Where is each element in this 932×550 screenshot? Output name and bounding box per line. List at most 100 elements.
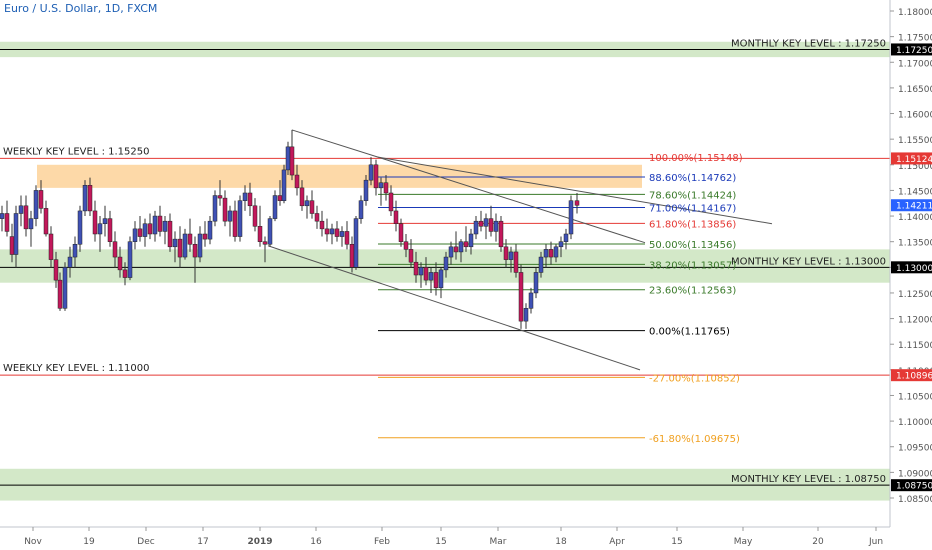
candle-body — [458, 241, 464, 253]
bear-candle — [388, 185, 394, 217]
bear-candle — [157, 205, 163, 237]
candle-body — [152, 215, 158, 235]
bear-candle — [503, 239, 509, 268]
y-tick-label: 1.12500 — [898, 290, 932, 300]
candle-body — [38, 190, 44, 209]
candle-body — [262, 241, 268, 245]
bear-candle — [23, 195, 29, 237]
candle-body — [403, 241, 409, 250]
bull-candle — [538, 251, 544, 278]
x-tick-label: 19 — [83, 537, 95, 547]
supply-zone — [37, 164, 642, 188]
price-tag — [891, 261, 932, 274]
candle-body — [28, 218, 34, 230]
candle-body — [508, 251, 514, 260]
bull-candle — [428, 267, 434, 293]
fib-label: 38.20%(1.13057) — [649, 260, 736, 271]
price-tag-label: 1.13000 — [896, 264, 932, 274]
trendline — [267, 245, 641, 371]
fib-label: 61.80%(1.13856) — [649, 219, 736, 230]
candle-body — [207, 220, 213, 240]
candle-body — [217, 195, 223, 199]
fib-label: 71.00%(1.14167) — [649, 203, 736, 214]
bull-candle — [378, 177, 384, 206]
candle-body — [473, 220, 479, 235]
y-tick-label: 1.14500 — [898, 187, 932, 197]
price-tag — [891, 199, 932, 212]
candle-body — [523, 308, 529, 322]
candle-body — [304, 200, 310, 207]
candle-body — [252, 205, 258, 227]
bear-candle — [498, 216, 504, 252]
candle-body — [528, 292, 534, 309]
candle-body — [309, 200, 315, 214]
candle-body — [518, 272, 524, 322]
monthly-level-label: MONTHLY KEY LEVEL : 1.08750 — [731, 474, 886, 485]
bear-candle — [309, 190, 315, 219]
x-tick-label: Dec — [137, 537, 154, 547]
price-tag-label: 1.14211 — [896, 202, 932, 212]
candle-body — [72, 243, 78, 258]
candle-body — [187, 233, 193, 245]
candle-body — [92, 210, 98, 235]
bear-candle — [87, 177, 93, 217]
candle-body — [197, 233, 203, 258]
bear-candle — [548, 241, 554, 265]
bear-candle — [202, 221, 208, 247]
candle-body — [237, 200, 243, 237]
candle-body — [423, 267, 429, 281]
bear-candle — [38, 180, 44, 214]
y-tick-label: 1.10000 — [898, 418, 932, 428]
x-tick-label: 17 — [197, 537, 208, 547]
bear-candle — [43, 200, 49, 237]
bull-candle — [353, 216, 359, 270]
bear-candle — [112, 231, 118, 268]
lines-layer — [0, 48, 890, 486]
candle-body — [493, 220, 499, 232]
candle-body — [378, 182, 384, 189]
candle-body — [182, 233, 188, 258]
y-tick-label: 1.14000 — [898, 213, 932, 223]
bear-candle — [217, 180, 223, 206]
x-tick-label: 18 — [555, 537, 567, 547]
bull-candle — [197, 226, 203, 263]
bear-candle — [187, 218, 193, 252]
candle-body — [339, 231, 345, 237]
monthly-level-label: MONTHLY KEY LEVEL : 1.17250 — [731, 38, 886, 49]
candle-body — [33, 190, 39, 219]
y-tick-label: 1.17500 — [898, 34, 932, 44]
candle-body — [349, 243, 355, 268]
bear-candle — [48, 226, 54, 268]
y-tick-label: 1.10500 — [898, 392, 932, 402]
bull-candle — [13, 205, 19, 268]
bear-candle — [408, 239, 414, 268]
bear-candle — [403, 233, 409, 258]
candle-body — [112, 241, 118, 258]
x-tick-label: Nov — [24, 537, 42, 547]
candle-body — [463, 241, 469, 248]
bull-candle — [97, 216, 103, 252]
bull-candle — [28, 210, 34, 247]
bull-candle — [0, 205, 5, 232]
candle-body — [363, 179, 369, 201]
candle-body — [202, 233, 208, 240]
candle-body — [227, 210, 233, 222]
fib-label: 50.00%(1.13456) — [649, 240, 736, 251]
candle-body — [122, 269, 128, 278]
bull-candle — [473, 216, 479, 240]
bear-candle — [232, 200, 238, 242]
candle-body — [172, 238, 178, 248]
bear-candle — [413, 251, 419, 283]
fib-label: 88.60%(1.14762) — [649, 173, 736, 184]
bear-candle — [349, 236, 355, 273]
candle-body — [433, 272, 439, 289]
bull-candle — [443, 251, 449, 278]
bull-candle — [363, 175, 369, 206]
bull-candle — [242, 185, 248, 211]
price-tag — [891, 479, 932, 492]
bear-candle — [57, 272, 63, 311]
bull-candle — [237, 195, 243, 242]
bull-candle — [77, 205, 83, 252]
candle-body — [388, 192, 394, 212]
